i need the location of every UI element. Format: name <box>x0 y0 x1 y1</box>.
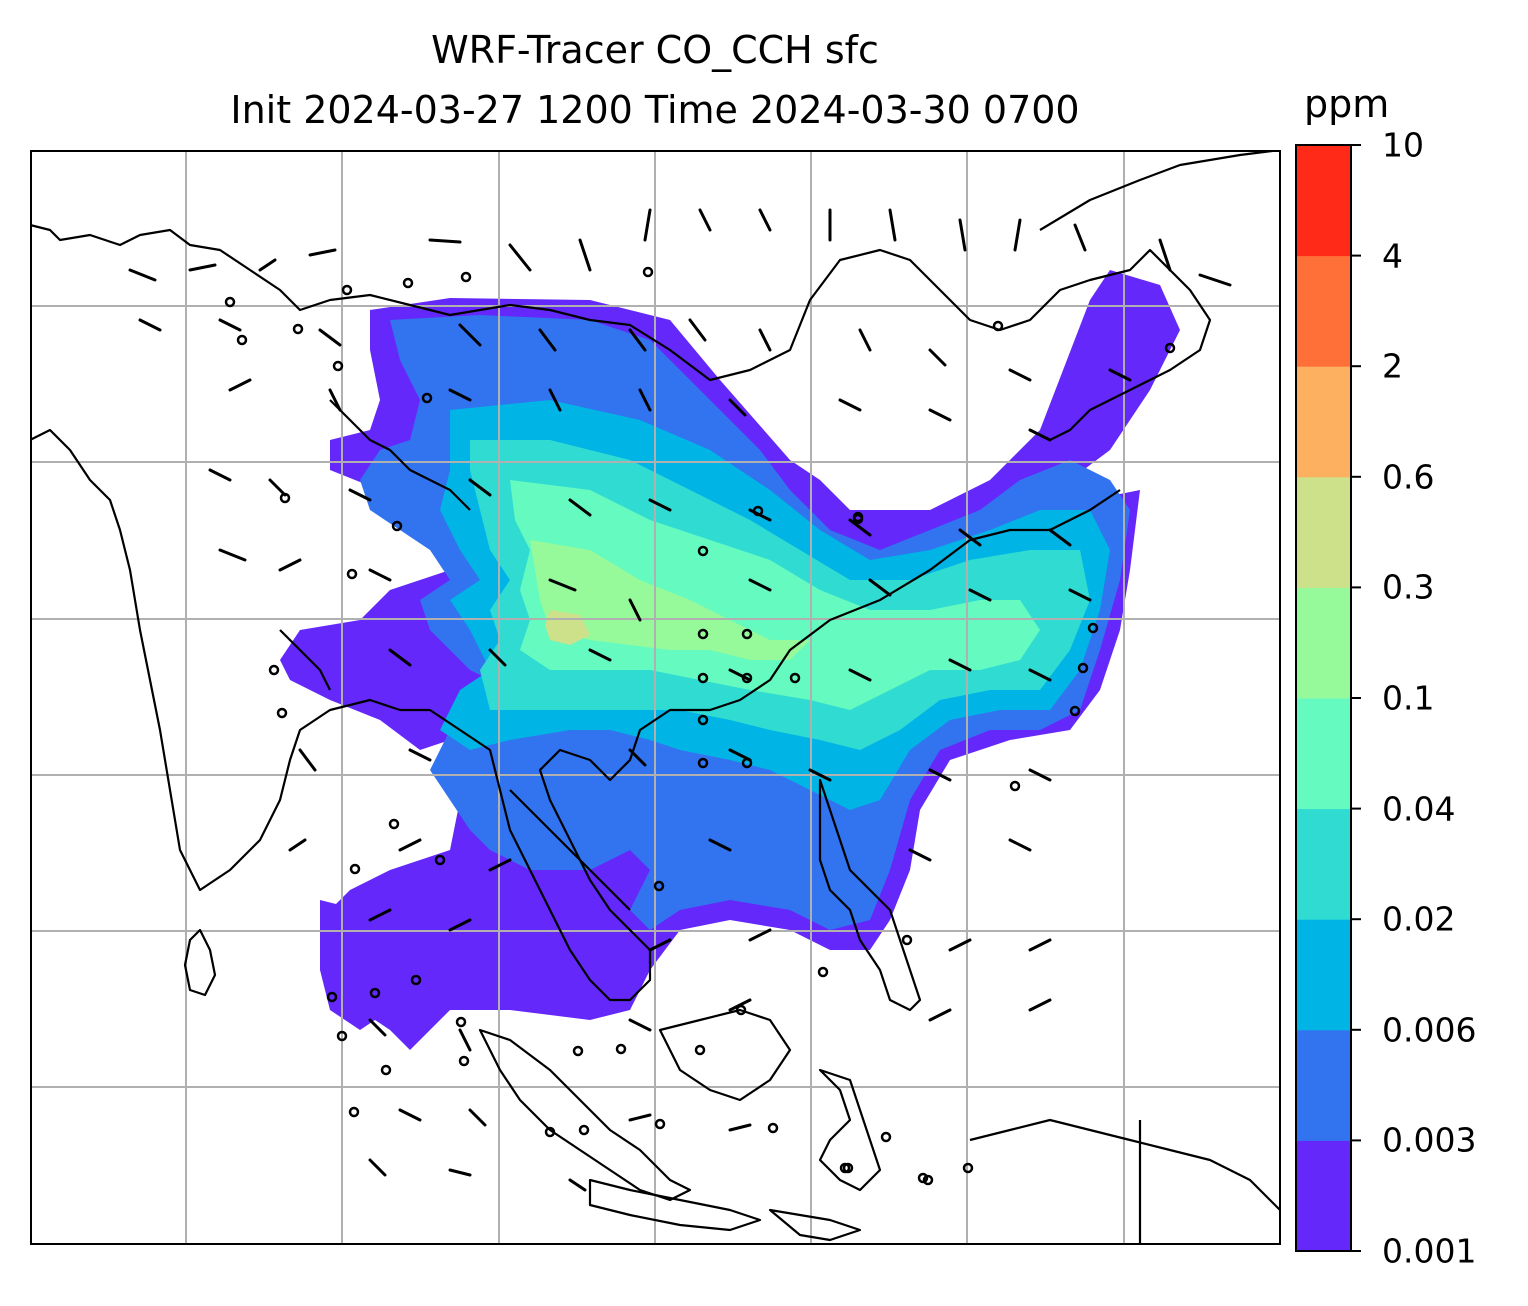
colorbar-tick-label: 0.6 <box>1382 457 1435 497</box>
tracer-field <box>280 270 1180 1050</box>
colorbar-tick-label: 10 <box>1382 125 1424 165</box>
colorbar-segment <box>1296 698 1351 810</box>
colorbar <box>1295 144 1361 1252</box>
colorbar-tick-label: 0.001 <box>1382 1231 1477 1271</box>
colorbar-tick-label: 2 <box>1382 346 1403 386</box>
colorbar-segment <box>1296 366 1351 478</box>
colorbar-tick-label: 0.02 <box>1382 899 1456 939</box>
calm-wind-markers <box>224 266 1176 1186</box>
colorbar-tick-label: 0.003 <box>1382 1120 1477 1160</box>
colorbar-segment <box>1296 808 1351 920</box>
tracer-level-0.1 <box>530 540 810 660</box>
chart-title-line2: Init 2024-03-27 1200 Time 2024-03-30 070… <box>230 88 1080 132</box>
colorbar-segment <box>1296 1029 1351 1141</box>
colorbar-segment <box>1296 587 1351 699</box>
colorbar-segment <box>1296 476 1351 588</box>
colorbar-segment <box>1296 919 1351 1031</box>
colorbar-tick-label: 0.1 <box>1382 678 1435 718</box>
colorbar-tick-label: 0.3 <box>1382 567 1435 607</box>
colorbar-unit-label: ppm <box>1304 82 1390 126</box>
map-panel <box>30 150 1281 1245</box>
colorbar-segment <box>1296 145 1351 257</box>
map-border <box>30 150 1281 1245</box>
tracer-level-0.04 <box>510 480 1040 710</box>
colorbar-tick-label: 0.04 <box>1382 789 1456 829</box>
map-gridlines <box>30 150 1280 1244</box>
colorbar-tick-label: 4 <box>1382 236 1403 276</box>
chart-title-line1: WRF-Tracer CO_CCH sfc <box>431 28 879 72</box>
colorbar-tick-label: 0.006 <box>1382 1010 1477 1050</box>
colorbar-segment <box>1296 1140 1351 1252</box>
coastlines <box>30 150 1280 1244</box>
colorbar-segment <box>1296 255 1351 367</box>
